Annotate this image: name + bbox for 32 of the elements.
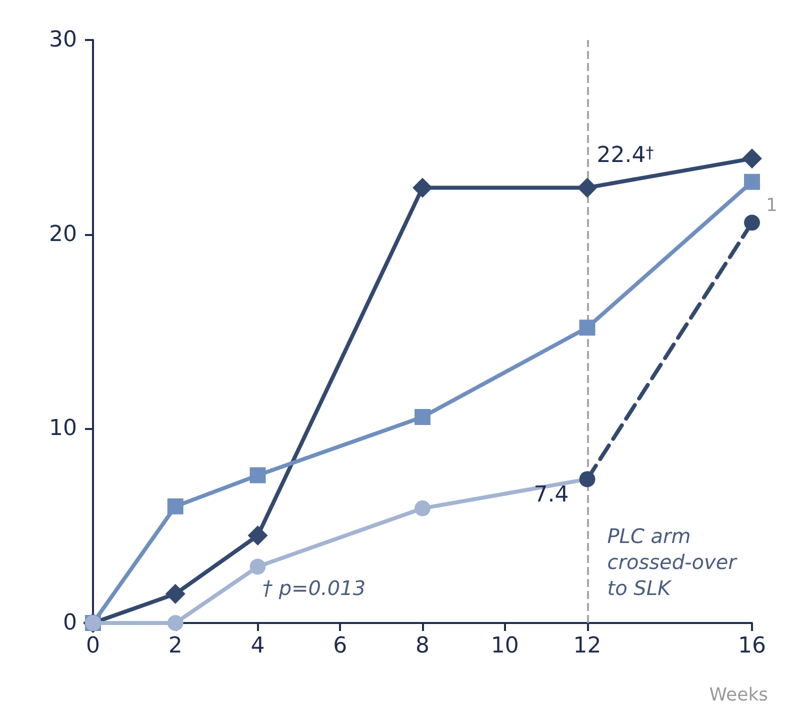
point	[250, 558, 266, 575]
x-tick-label: 12	[573, 634, 602, 658]
x-axis-title: Weeks	[709, 684, 768, 706]
data-label: 22.4†	[596, 143, 654, 168]
y-tick-label: 0	[63, 610, 77, 636]
y-tick-label: 10	[49, 416, 77, 442]
point	[744, 174, 760, 190]
x-tick-label: 2	[168, 634, 182, 658]
point	[167, 498, 184, 514]
point	[744, 214, 760, 231]
point	[250, 467, 266, 484]
point	[248, 526, 268, 546]
point	[742, 148, 762, 169]
x-tick-label: 6	[333, 634, 348, 658]
annotation: 1	[766, 195, 778, 216]
data-label: 7.4	[534, 482, 569, 508]
point	[414, 500, 430, 516]
ref-line-label: PLC arm crossed-over to SLK	[607, 524, 743, 600]
point	[414, 409, 430, 426]
x-tick-label: 8	[416, 634, 430, 658]
point	[165, 584, 186, 604]
y-tick-label: 30	[49, 28, 77, 52]
x-tick-label: 16	[738, 634, 766, 658]
x-tick-label: 4	[250, 634, 265, 658]
point	[167, 615, 184, 631]
x-tick-label: 10	[490, 634, 519, 658]
y-tick-label: 20	[49, 222, 77, 247]
x-tick-label: 0	[86, 634, 100, 658]
annotation: † p=0.013	[262, 576, 366, 600]
point	[579, 320, 596, 336]
point	[412, 178, 432, 198]
point	[577, 178, 598, 198]
